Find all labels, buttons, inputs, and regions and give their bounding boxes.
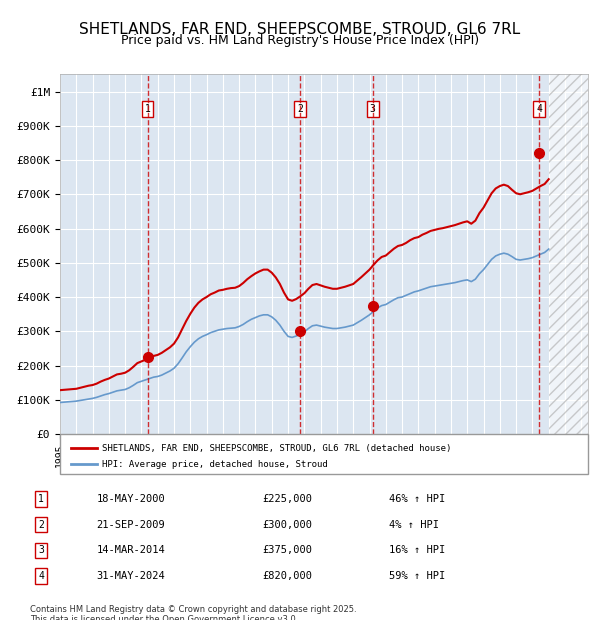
- Text: 18-MAY-2000: 18-MAY-2000: [96, 494, 165, 503]
- Text: HPI: Average price, detached house, Stroud: HPI: Average price, detached house, Stro…: [102, 459, 328, 469]
- Text: 2: 2: [297, 104, 303, 113]
- Text: 1: 1: [38, 494, 44, 503]
- Text: 59% ↑ HPI: 59% ↑ HPI: [389, 572, 445, 582]
- Text: 2: 2: [38, 520, 44, 529]
- Text: 16% ↑ HPI: 16% ↑ HPI: [389, 546, 445, 556]
- Text: £375,000: £375,000: [262, 546, 312, 556]
- Text: £300,000: £300,000: [262, 520, 312, 529]
- Text: Contains HM Land Registry data © Crown copyright and database right 2025.
This d: Contains HM Land Registry data © Crown c…: [30, 604, 356, 620]
- Text: 4: 4: [38, 572, 44, 582]
- Text: 46% ↑ HPI: 46% ↑ HPI: [389, 494, 445, 503]
- Text: Price paid vs. HM Land Registry's House Price Index (HPI): Price paid vs. HM Land Registry's House …: [121, 34, 479, 47]
- Text: 1: 1: [145, 104, 151, 113]
- Text: 4% ↑ HPI: 4% ↑ HPI: [389, 520, 439, 529]
- Text: 31-MAY-2024: 31-MAY-2024: [96, 572, 165, 582]
- Text: £225,000: £225,000: [262, 494, 312, 503]
- Text: 3: 3: [38, 546, 44, 556]
- Text: 3: 3: [370, 104, 376, 113]
- Text: 21-SEP-2009: 21-SEP-2009: [96, 520, 165, 529]
- Text: £820,000: £820,000: [262, 572, 312, 582]
- Text: SHETLANDS, FAR END, SHEEPSCOMBE, STROUD, GL6 7RL (detached house): SHETLANDS, FAR END, SHEEPSCOMBE, STROUD,…: [102, 443, 452, 453]
- Bar: [549, 57, 588, 434]
- Text: 4: 4: [536, 104, 542, 113]
- Text: SHETLANDS, FAR END, SHEEPSCOMBE, STROUD, GL6 7RL: SHETLANDS, FAR END, SHEEPSCOMBE, STROUD,…: [79, 22, 521, 37]
- Text: 14-MAR-2014: 14-MAR-2014: [96, 546, 165, 556]
